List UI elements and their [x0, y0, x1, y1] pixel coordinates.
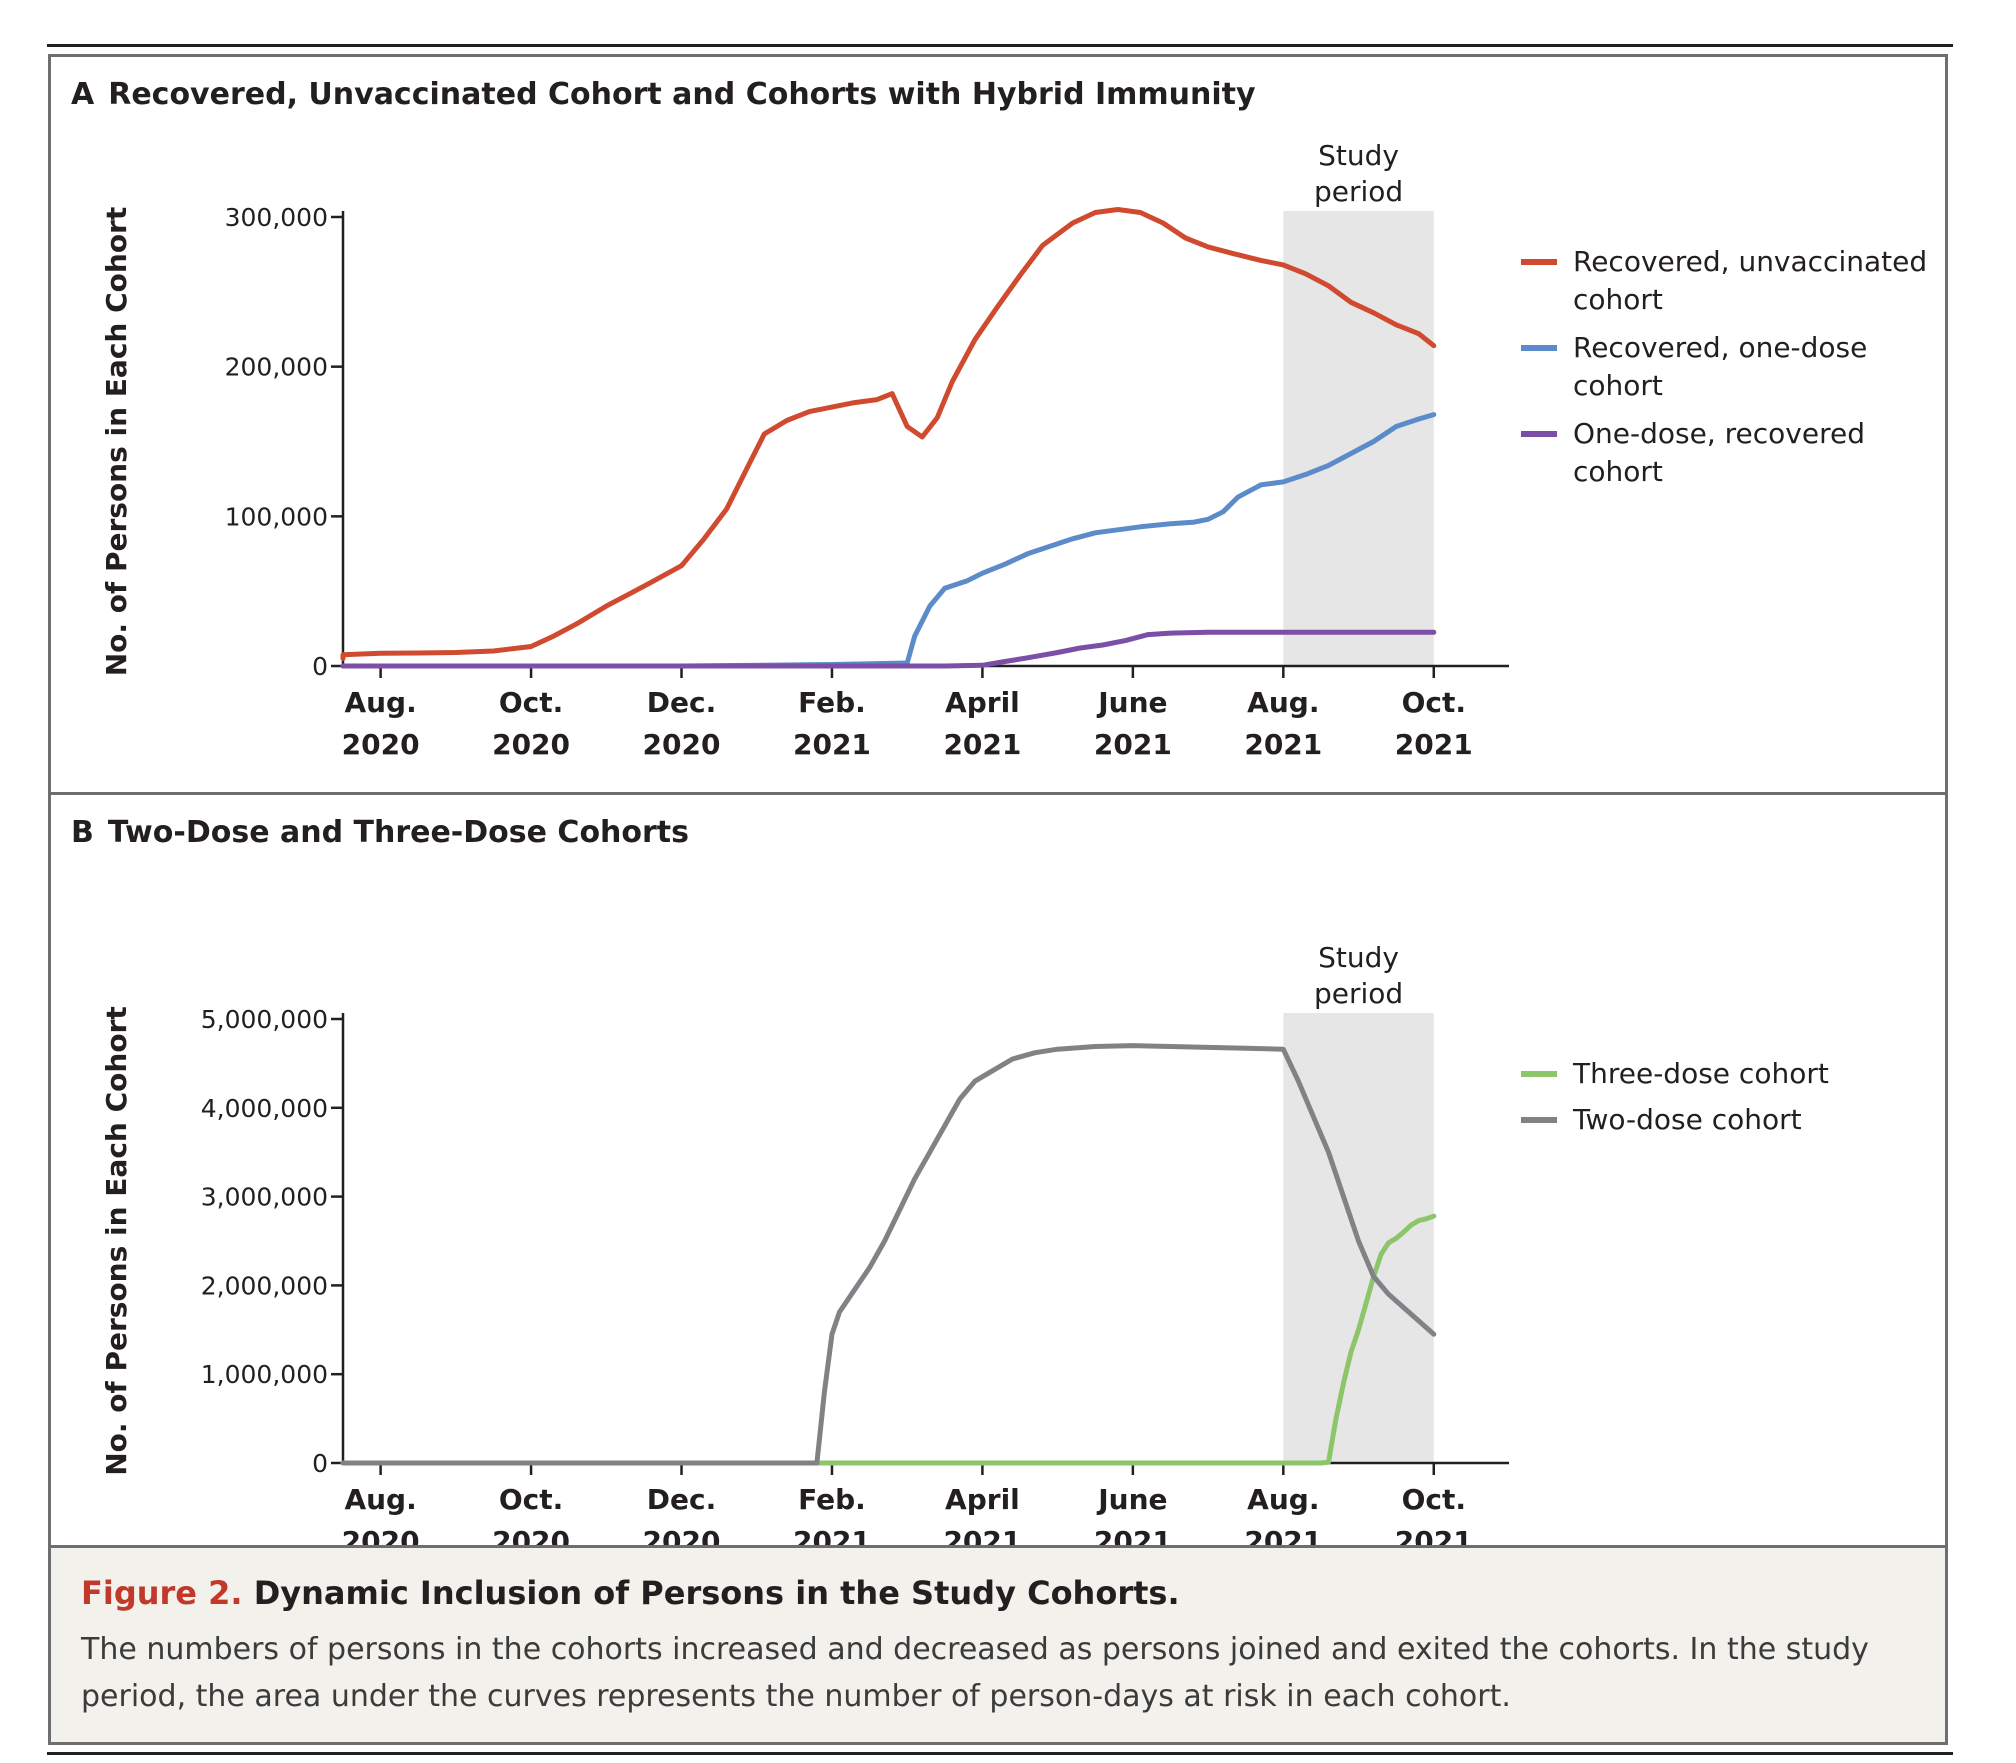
x-tick-label-month: Oct. [1402, 1483, 1466, 1516]
x-tick-label-month: Oct. [499, 686, 563, 719]
study-period-label-line1: Study [1318, 941, 1399, 974]
x-tick-label-month: Feb. [798, 1483, 866, 1516]
x-tick-label-year: 2020 [643, 728, 721, 761]
x-tick-label-month: Dec. [647, 686, 716, 719]
x-tick-label-year: 2020 [342, 728, 420, 761]
figure-frame: A Recovered, Unvaccinated Cohort and Coho… [48, 54, 1948, 1745]
x-tick-label-month: Aug. [344, 686, 416, 719]
top-rule [47, 44, 1953, 47]
x-tick-label-year: 2021 [1244, 1525, 1322, 1545]
y-tick-label: 0 [312, 1449, 328, 1478]
x-tick-label-year: 2021 [1244, 728, 1322, 761]
panel-b-title: Two-Dose and Three-Dose Cohorts [107, 815, 690, 850]
legend-label-1: Three-dose cohort [1572, 1057, 1829, 1090]
panel-a: A Recovered, Unvaccinated Cohort and Coho… [51, 57, 1945, 795]
panel-b-heading: B Two-Dose and Three-Dose Cohorts [71, 815, 689, 850]
x-tick-label-year: 2020 [492, 728, 570, 761]
x-tick-label-month: Aug. [1247, 1483, 1319, 1516]
y-tick-label: 4,000,000 [201, 1094, 328, 1123]
caption-body: The numbers of persons in the cohorts in… [81, 1632, 1869, 1714]
caption-title: Figure 2. Dynamic Inclusion of Persons i… [81, 1574, 1180, 1612]
x-tick-label-month: Oct. [1402, 686, 1466, 719]
legend-label-3: One-dose, recovered [1573, 417, 1865, 450]
figure-caption: Figure 2. Dynamic Inclusion of Persons i… [51, 1545, 1945, 1742]
y-tick-label: 0 [312, 652, 328, 681]
x-tick-label-year: 2021 [793, 1525, 871, 1545]
study-period-label-line1: Study [1318, 139, 1399, 172]
x-tick-label-month: June [1096, 686, 1167, 719]
x-tick-label-year: 2021 [1395, 1525, 1473, 1545]
x-tick-label-month: April [945, 1483, 1020, 1516]
x-tick-label-month: June [1096, 1483, 1167, 1516]
x-tick-label-month: Feb. [798, 686, 866, 719]
legend-label-1: cohort [1573, 283, 1663, 316]
study-period-label-line2: period [1314, 977, 1403, 1010]
y-tick-label: 2,000,000 [201, 1271, 328, 1300]
study-period-band [1283, 211, 1434, 666]
x-tick-label-year: 2021 [793, 728, 871, 761]
series-line-2 [340, 1043, 1437, 1466]
bottom-rule [47, 1752, 1953, 1755]
legend-label-2: Recovered, one-dose [1573, 331, 1867, 364]
caption-heading: Dynamic Inclusion of Persons in the Stud… [253, 1574, 1180, 1612]
y-tick-label: 3,000,000 [201, 1183, 328, 1212]
x-tick-label-year: 2021 [1395, 728, 1473, 761]
legend-label-3: cohort [1573, 455, 1663, 488]
legend-label-1: Recovered, unvaccinated [1573, 245, 1927, 278]
series-line-1 [340, 207, 1437, 661]
panel-a-title: Recovered, Unvaccinated Cohort and Cohor… [108, 77, 1256, 112]
x-tick-label-year: 2020 [492, 1525, 570, 1545]
x-tick-label-year: 2020 [342, 1525, 420, 1545]
y-tick-label: 200,000 [225, 353, 328, 382]
y-tick-label: 100,000 [225, 502, 328, 531]
panel-b: B Two-Dose and Three-Dose Cohorts Study pe… [51, 795, 1945, 1545]
series-line-2 [340, 412, 1437, 669]
panel-b-letter: B [71, 815, 94, 850]
legend-label-2: cohort [1573, 369, 1663, 402]
panel-a-letter: A [71, 77, 95, 112]
x-tick-label-year: 2020 [643, 1525, 721, 1545]
x-tick-label-year: 2021 [1094, 728, 1172, 761]
caption-figure-label: Figure 2. [81, 1574, 243, 1612]
x-tick-label-year: 2021 [943, 1525, 1021, 1545]
y-tick-label: 1,000,000 [201, 1360, 328, 1389]
x-tick-label-month: Oct. [499, 1483, 563, 1516]
x-tick-label-year: 2021 [1094, 1525, 1172, 1545]
x-tick-label-month: Aug. [1247, 686, 1319, 719]
legend-label-2: Two-dose cohort [1572, 1103, 1802, 1136]
x-tick-label-month: Dec. [647, 1483, 716, 1516]
panel-a-heading: A Recovered, Unvaccinated Cohort and Coho… [71, 77, 1256, 112]
series-line-1 [340, 1213, 1437, 1466]
y-axis-title: No. of Persons in Each Cohort [100, 1006, 133, 1476]
x-tick-label-month: Aug. [344, 1483, 416, 1516]
study-period-label-line2: period [1314, 175, 1403, 208]
y-axis-title: No. of Persons in Each Cohort [100, 207, 133, 677]
y-tick-label: 5,000,000 [201, 1005, 328, 1034]
x-tick-label-month: April [945, 686, 1020, 719]
series-line-3 [340, 629, 1437, 669]
y-tick-label: 300,000 [225, 203, 328, 232]
x-tick-label-year: 2021 [943, 728, 1021, 761]
